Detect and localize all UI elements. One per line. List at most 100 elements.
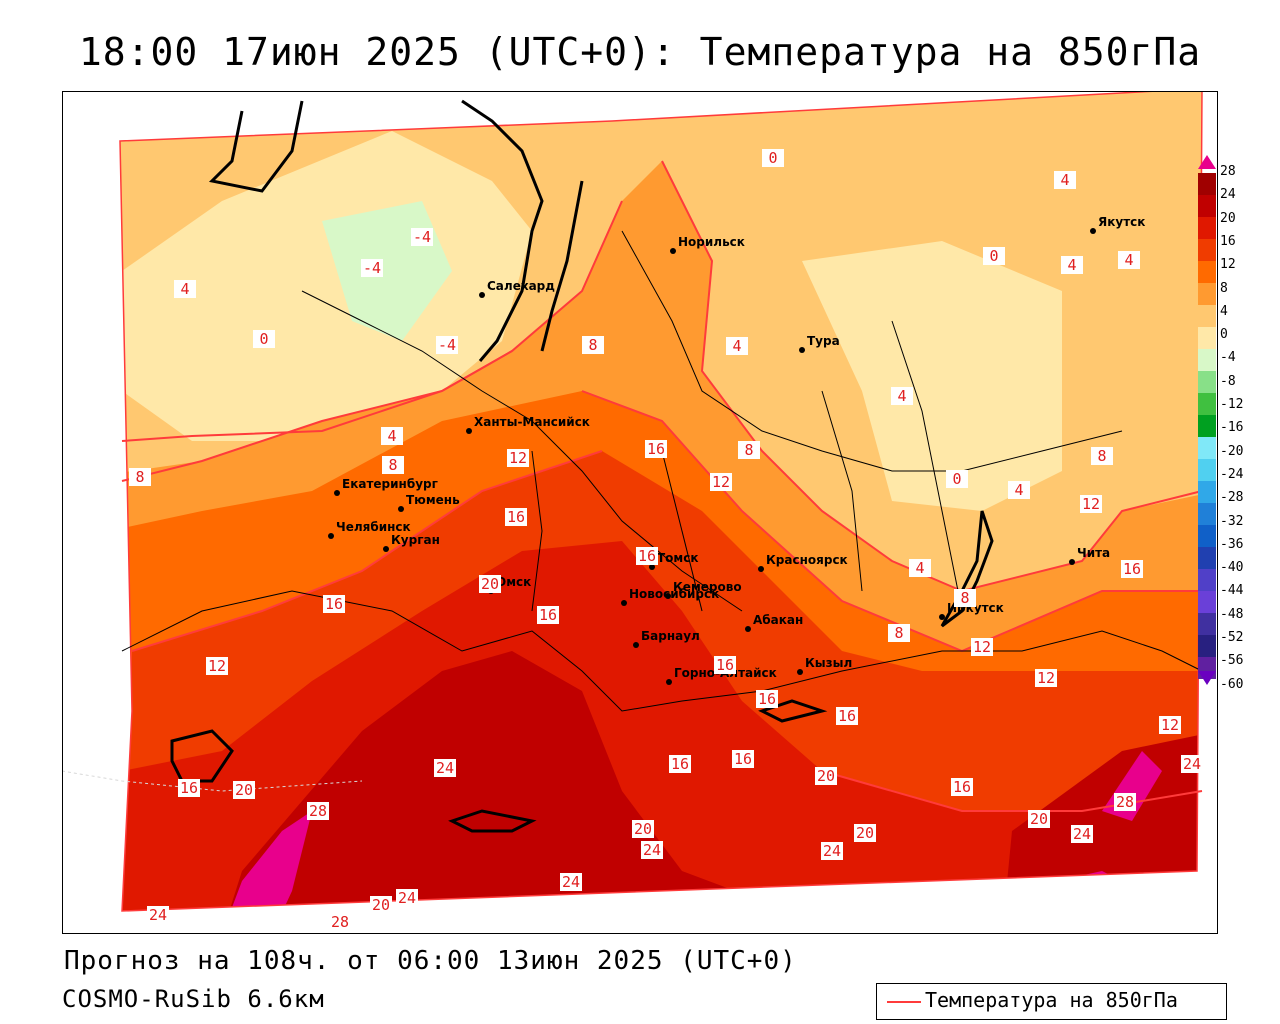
colorbar-tick-label: -16 — [1220, 420, 1244, 436]
forecast-info: Прогноз на 108ч. от 06:00 13июн 2025 (UT… — [64, 946, 797, 976]
city-marker — [745, 626, 751, 632]
city-marker — [797, 669, 803, 675]
contour-label: -4 — [436, 336, 459, 354]
colorbar-cell — [1198, 635, 1216, 657]
legend-line-swatch — [887, 1001, 921, 1003]
contour-label: 16 — [1121, 560, 1144, 578]
colorbar-cell — [1198, 173, 1216, 195]
colorbar-tick-label: 24 — [1220, 187, 1236, 203]
colorbar-tick-label: 0 — [1220, 327, 1228, 343]
colorbar-tick-label: -20 — [1220, 443, 1244, 459]
colorbar-tick-label: 28 — [1220, 164, 1236, 179]
contour-label: 12 — [1080, 495, 1103, 513]
colorbar-tick-label: 12 — [1220, 257, 1236, 273]
city-marker — [479, 292, 485, 298]
colorbar-cell — [1198, 305, 1216, 327]
contour-label: 4 — [1061, 256, 1083, 274]
map-title: 18:00 17июн 2025 (UTC+0): Температура на… — [78, 30, 1202, 74]
contour-label: 20 — [1028, 810, 1051, 828]
colorbar-tick-label: -60 — [1220, 676, 1244, 692]
city-marker — [665, 593, 671, 599]
contour-label: 4 — [909, 559, 931, 577]
city-marker — [799, 347, 805, 353]
colorbar-cell — [1198, 525, 1216, 547]
water-bodies — [170, 99, 994, 833]
colorbar-tick-label: 4 — [1220, 303, 1228, 319]
city-label: Якутск — [1098, 215, 1146, 229]
contour-label: 12 — [507, 449, 530, 467]
colorbar-tick-label: -52 — [1220, 630, 1244, 645]
contour-label: 16 — [714, 656, 737, 674]
contour-label: 4 — [891, 387, 913, 405]
temperature-field — [120, 91, 1202, 911]
contour-label: 20 — [815, 767, 838, 785]
city-label: Красноярск — [766, 553, 848, 567]
colorbar-cell — [1198, 195, 1216, 217]
colorbar-cell — [1198, 371, 1216, 393]
contour-label: 12 — [710, 473, 733, 491]
city-marker — [939, 614, 945, 620]
city-label: Тура — [807, 334, 840, 348]
city-marker — [328, 533, 334, 539]
colorbar-cell — [1198, 503, 1216, 525]
contour-label: 8 — [954, 589, 976, 607]
contour-label: 16 — [951, 778, 974, 796]
colorbar-top-arrow — [1198, 155, 1216, 169]
contour-label: 28 — [329, 913, 352, 931]
contour-label: 16 — [537, 606, 560, 624]
colorbar-tick-label: 16 — [1220, 233, 1236, 249]
contour-label: 28 — [307, 802, 330, 820]
temperature-map — [62, 91, 1218, 934]
colorbar — [1198, 155, 1216, 685]
city-label: Омск — [496, 575, 532, 589]
contour-label: 24 — [560, 873, 583, 891]
colorbar-tick-label: -4 — [1220, 350, 1236, 366]
city-marker — [670, 248, 676, 254]
city-marker — [1069, 559, 1075, 565]
borders — [121, 230, 1203, 712]
colorbar-cell — [1198, 239, 1216, 261]
contour-label: 16 — [756, 690, 779, 708]
colorbar-tick-label: -12 — [1220, 397, 1244, 412]
contour-label: 12 — [971, 638, 994, 656]
colorbar-tick-label: -8 — [1220, 373, 1236, 389]
contour-label: 12 — [206, 657, 229, 675]
city-label: Кызыл — [805, 656, 853, 670]
city-label: Чита — [1077, 546, 1111, 560]
contour-label: 0 — [983, 247, 1005, 265]
colorbar-cell — [1198, 569, 1216, 591]
colorbar-cell — [1198, 437, 1216, 459]
colorbar-tick-label: 20 — [1220, 210, 1236, 226]
city-label: Салехард — [487, 279, 555, 293]
contour-label: 16 — [836, 707, 859, 725]
contour-label: 20 — [370, 896, 393, 914]
contour-label: 20 — [233, 781, 256, 799]
contour-label: 8 — [1091, 447, 1113, 465]
city-label: Томск — [657, 551, 699, 565]
contour-label: 16 — [732, 750, 755, 768]
contour-label: 24 — [147, 906, 170, 924]
city-marker — [621, 600, 627, 606]
contour-label: 16 — [505, 508, 528, 526]
city-marker — [334, 490, 340, 496]
contour-label: 4 — [726, 337, 748, 355]
city-label: Барнаул — [641, 629, 700, 643]
contour-label: 28 — [1114, 793, 1137, 811]
colorbar-cell — [1198, 261, 1216, 283]
contour-label: -4 — [361, 259, 384, 277]
contour-label: 8 — [738, 441, 760, 459]
graticule — [62, 770, 363, 792]
colorbar-cell — [1198, 481, 1216, 503]
colorbar-tick-label: -44 — [1220, 583, 1244, 599]
city-label: Кемерово — [673, 580, 742, 594]
city-marker — [666, 679, 672, 685]
contour-label: 16 — [645, 440, 668, 458]
model-name: COSMO-RuSib 6.6км — [62, 985, 325, 1013]
colorbar-tick-label: -36 — [1220, 536, 1244, 552]
contour-label: 8 — [129, 468, 151, 486]
colorbar-cell — [1198, 393, 1216, 415]
colorbar-cell — [1198, 217, 1216, 239]
colorbar-cell — [1198, 547, 1216, 569]
contour-label: 4 — [1118, 251, 1140, 269]
contour-label: -4 — [411, 228, 434, 246]
